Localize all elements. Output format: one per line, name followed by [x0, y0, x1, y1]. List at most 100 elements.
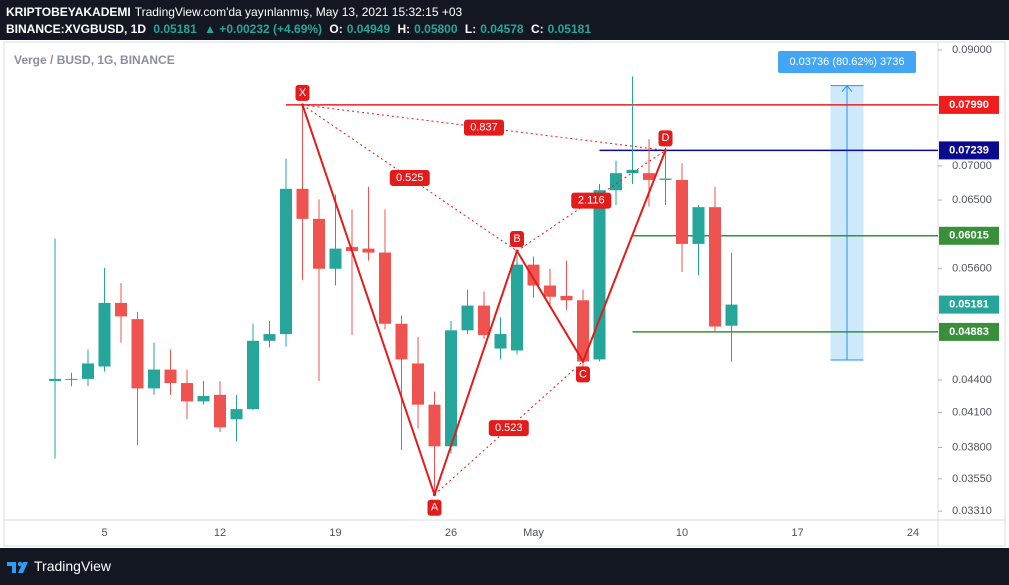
candle-body	[494, 334, 507, 349]
ohlc-value: 0.05181	[547, 22, 592, 36]
pattern-dotted	[302, 104, 666, 151]
candle-body	[643, 173, 655, 180]
pattern-dotted	[302, 104, 518, 252]
point-label-box	[295, 84, 310, 101]
candle-body	[725, 304, 738, 326]
candle-body	[49, 378, 61, 381]
candle-body	[412, 363, 424, 405]
last-price: 0.05181	[153, 22, 197, 36]
candle-body	[65, 378, 78, 380]
candle-body	[313, 218, 325, 269]
ohlc-value: 0.04949	[346, 22, 391, 36]
candle-body	[247, 340, 259, 410]
candle-body	[98, 302, 111, 367]
pattern-point	[301, 103, 304, 107]
candle-body	[230, 409, 243, 420]
candle-body	[577, 300, 589, 362]
ratio-label-box	[571, 192, 612, 209]
y-tick-label: 0.05600	[952, 263, 992, 275]
point-label: D	[662, 132, 670, 144]
y-tick-label: 0.06500	[952, 194, 992, 206]
candle-body	[296, 188, 309, 219]
candle-body	[610, 173, 622, 191]
candle-body	[362, 248, 375, 253]
x-tick-label: May	[523, 527, 544, 539]
y-tick-label: 0.03310	[952, 505, 992, 517]
candle-body	[511, 264, 523, 351]
pattern-leg	[433, 250, 518, 496]
point-label: A	[431, 502, 439, 514]
chart-title: Verge / BUSD, 1G, BINANCE	[14, 53, 175, 67]
price-label-box	[939, 322, 999, 341]
point-label-box	[658, 130, 673, 147]
candle-body	[709, 207, 721, 327]
x-tick-label: 17	[791, 527, 803, 539]
logo	[7, 561, 28, 573]
candle-body	[626, 169, 639, 174]
candle-body	[428, 404, 441, 447]
candle-body	[329, 248, 342, 269]
header-line: KRIPTOBEYAKADEMI TradingView.com'da yayın…	[6, 5, 466, 19]
ratio-label-box	[464, 119, 504, 136]
ohlc-value: 0.04578	[480, 22, 524, 36]
price-label-box	[939, 295, 999, 314]
candle-body	[676, 179, 688, 244]
pattern-leg	[516, 250, 584, 362]
ohlc-label: H:	[397, 22, 411, 36]
candle-body	[478, 305, 490, 336]
point-label: X	[299, 87, 307, 99]
pattern-point	[581, 359, 585, 363]
y-tick-label: 0.07000	[952, 160, 992, 172]
price-label-box	[939, 95, 999, 114]
point-label-box	[510, 230, 524, 247]
published: TradingView.com'da yayınlanmış, May 13, …	[134, 5, 463, 19]
x-tick-label: 24	[907, 527, 919, 539]
pattern-leg	[301, 104, 436, 496]
footer: TradingView	[0, 548, 1009, 585]
pattern-dotted	[434, 361, 584, 496]
candle-body	[82, 363, 94, 379]
measure-label: 0.03736 (80.62%) 3736	[790, 56, 905, 68]
candle-body	[692, 207, 705, 244]
candle-body	[181, 383, 193, 402]
ohlc-label: C:	[530, 22, 544, 36]
price-label: 0.04883	[949, 326, 989, 338]
price-label: 0.07239	[949, 144, 989, 156]
chart-frame	[3, 41, 1006, 547]
price-label-box	[939, 226, 999, 245]
candle-body	[148, 369, 160, 389]
pattern-leg	[582, 149, 667, 362]
ratio-label: 0.523	[495, 422, 523, 434]
measure-label-box	[778, 51, 916, 73]
point-label-box	[427, 499, 442, 516]
brand: TradingView	[34, 558, 112, 574]
measure-arrowhead	[841, 84, 853, 93]
price-label-box	[939, 141, 999, 160]
candle-body	[461, 305, 474, 331]
candle-body	[527, 264, 540, 286]
candle-body	[593, 190, 606, 360]
header-line: BINANCE:XVGBUSD, 1D 0.05181 ▲ +0.00232 (…	[6, 22, 595, 36]
header: KRIPTOBEYAKADEMI TradingView.com'da yayın…	[0, 0, 1009, 40]
chart-background	[0, 40, 1009, 548]
candle-body	[263, 334, 276, 341]
candle-body	[197, 395, 210, 402]
x-tick-label: 10	[676, 527, 688, 539]
ratio-label: 0.525	[396, 172, 424, 184]
price-label: 0.06015	[949, 230, 989, 242]
y-tick-label: 0.04100	[952, 406, 992, 418]
y-tick-label: 0.03800	[952, 441, 992, 453]
candle-body	[115, 302, 127, 317]
change: ▲ +0.00232 (+4.69%)	[204, 22, 323, 36]
candle-body	[560, 295, 573, 301]
candle-body	[164, 369, 177, 384]
candle-body	[379, 252, 391, 324]
ratio-label-box	[389, 169, 430, 186]
ratio-label: 0.837	[470, 122, 498, 134]
candle-body	[659, 178, 672, 180]
candle-body	[544, 285, 556, 297]
price-label: 0.05181	[949, 299, 989, 311]
pattern-point	[664, 148, 667, 152]
x-tick-label: 26	[445, 527, 457, 539]
